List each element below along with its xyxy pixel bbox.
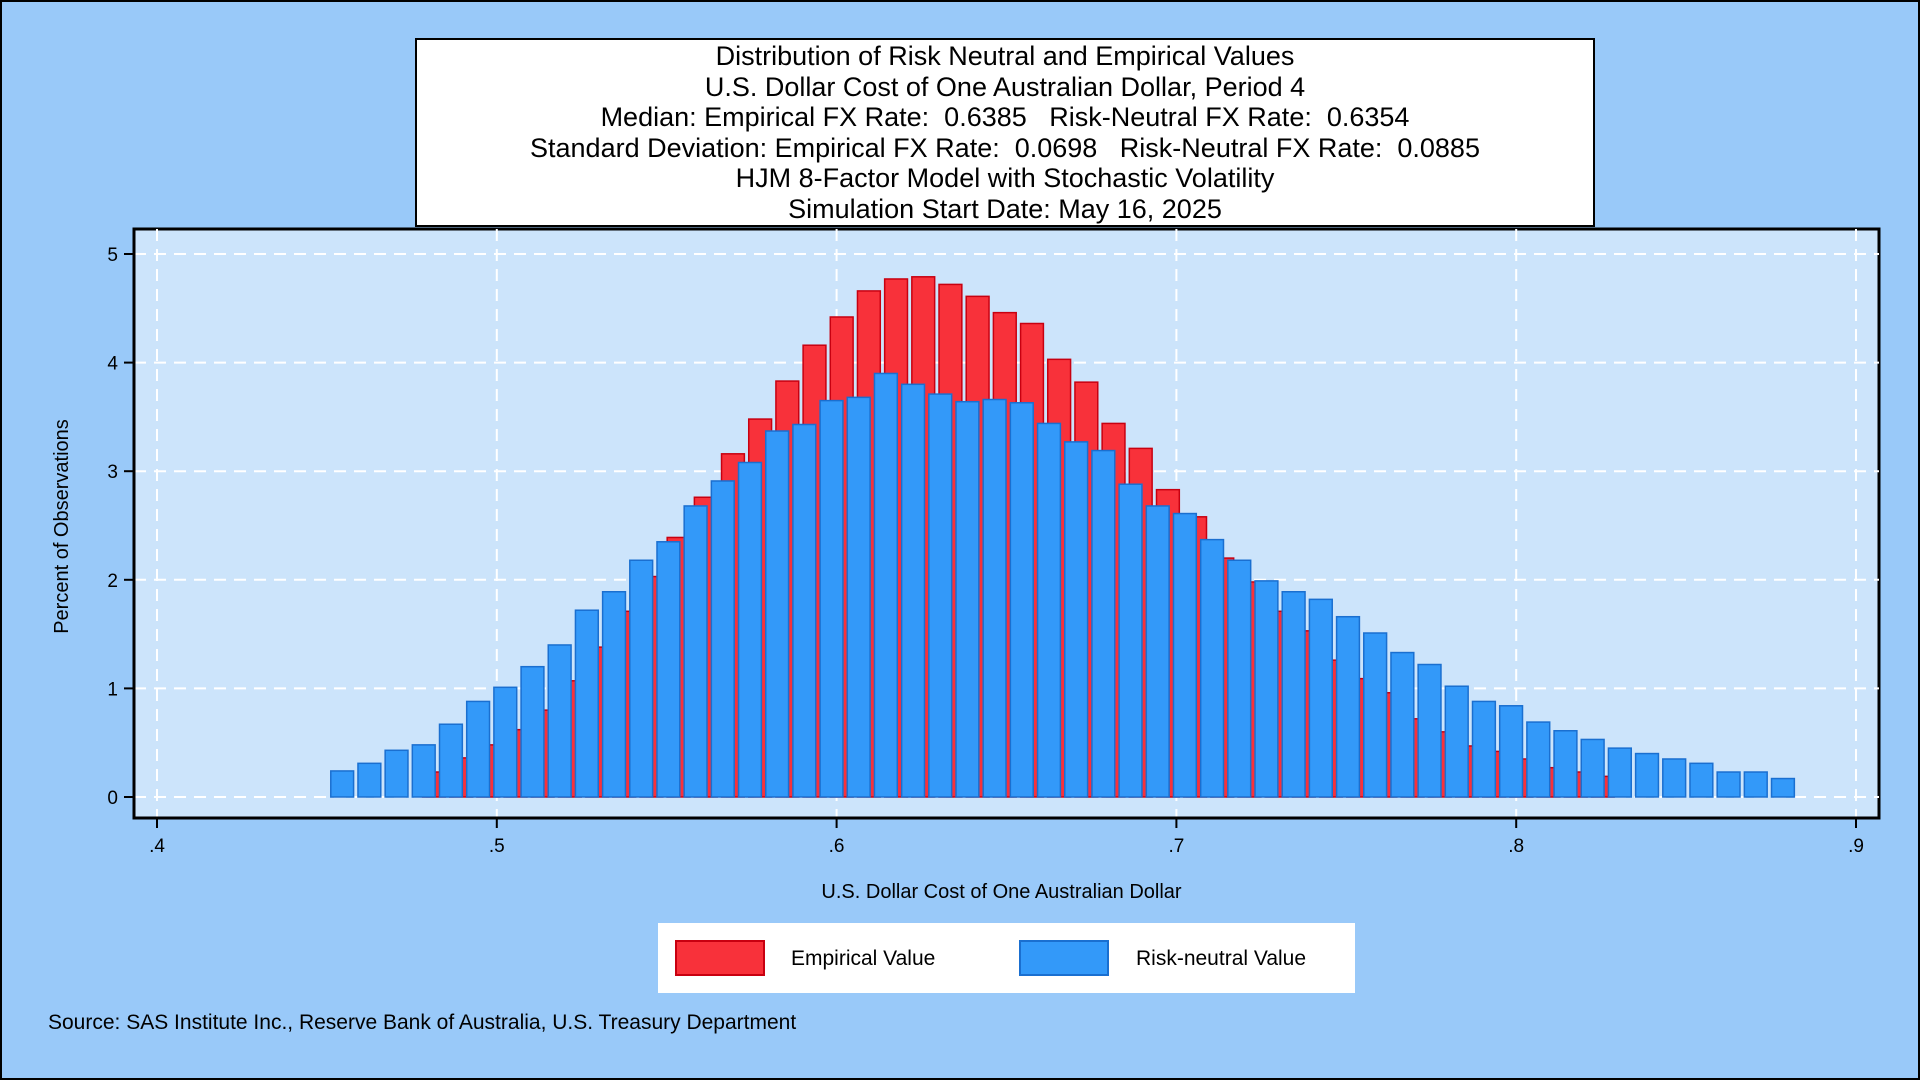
risk-neutral-bar: [764, 430, 790, 798]
risk-neutral-bar: [900, 383, 926, 798]
risk-neutral-bar: [1118, 483, 1143, 798]
risk-neutral-bar: [1172, 512, 1198, 798]
title-line-5: HJM 8-Factor Model with Stochastic Volat…: [735, 163, 1275, 193]
legend-swatch-empirical: [675, 940, 765, 976]
risk-neutral-bar: [737, 461, 763, 798]
risk-neutral-bar: [601, 591, 627, 798]
risk-neutral-bar: [1444, 685, 1469, 798]
title-line-4: Standard Deviation: Empirical FX Rate: 0…: [530, 132, 1480, 163]
risk-neutral-bar: [411, 744, 436, 798]
risk-neutral-bar: [629, 559, 654, 798]
risk-neutral-bar: [1254, 580, 1279, 798]
axis-ticks: 0 1 2 3 4 5 .4 .5 .6 .7 .8 .9: [107, 245, 1864, 857]
risk-neutral-bar: [1716, 771, 1741, 798]
risk-neutral-bar: [1662, 758, 1687, 798]
risk-neutral-bar: [1227, 559, 1252, 798]
x-tick-label: .9: [1848, 836, 1864, 857]
risk-neutral-bar: [1417, 663, 1442, 798]
risk-neutral-bar: [493, 686, 518, 798]
risk-neutral-bar: [1607, 747, 1633, 798]
risk-neutral-bar: [465, 700, 491, 798]
y-tick-label: 0: [107, 788, 118, 809]
risk-neutral-bar: [1634, 752, 1660, 798]
risk-neutral-bar: [846, 396, 871, 798]
title-line-6: Simulation Start Date: May 16, 2025: [788, 193, 1222, 224]
risk-neutral-bar: [1553, 730, 1578, 798]
risk-neutral-bar: [1199, 538, 1225, 798]
risk-neutral-bar: [1689, 762, 1714, 798]
risk-neutral-bar: [683, 505, 708, 798]
risk-neutral-bar: [1498, 705, 1524, 798]
risk-neutral-bar: [1335, 615, 1361, 798]
risk-neutral-bar: [656, 541, 681, 798]
risk-neutral-bar: [1308, 598, 1333, 798]
x-axis-title: U.S. Dollar Cost of One Australian Dolla…: [821, 881, 1181, 903]
title-line-2: U.S. Dollar Cost of One Australian Dolla…: [704, 71, 1306, 102]
y-tick-label: 4: [107, 354, 118, 375]
risk-neutral-bar: [710, 480, 735, 798]
risk-neutral-bar: [819, 399, 844, 798]
legend-label-empirical: Empirical Value: [791, 947, 936, 970]
risk-neutral-bar: [1091, 449, 1116, 798]
risk-neutral-bar: [384, 749, 409, 798]
y-tick-label: 1: [107, 679, 118, 700]
legend-swatch-risk-neutral: [1019, 940, 1109, 976]
risk-neutral-bar: [792, 423, 817, 798]
x-tick-label: .4: [149, 836, 165, 857]
risk-neutral-bar: [1036, 422, 1062, 798]
risk-neutral-bar: [438, 723, 464, 798]
title-line-3: Median: Empirical FX Rate: 0.6385 Risk-N…: [600, 102, 1410, 132]
risk-neutral-bar: [1390, 651, 1415, 798]
x-tick-label: .7: [1168, 836, 1184, 857]
risk-neutral-bar: [574, 609, 600, 798]
risk-neutral-bar: [547, 644, 572, 798]
risk-neutral-bar: [1526, 721, 1551, 798]
x-tick-label: .8: [1508, 836, 1524, 857]
risk-neutral-bar: [1363, 632, 1388, 798]
risk-neutral-bar: [1770, 777, 1796, 798]
risk-neutral-bar: [330, 770, 355, 798]
y-tick-label: 5: [107, 245, 118, 266]
risk-neutral-bar: [1281, 591, 1306, 798]
risk-neutral-bar: [955, 400, 980, 798]
legend-label-risk-neutral: Risk-neutral Value: [1136, 947, 1307, 970]
risk-neutral-bar: [982, 398, 1007, 798]
risk-neutral-bar: [873, 372, 899, 798]
risk-neutral-bar: [520, 665, 545, 798]
y-tick-label: 3: [107, 462, 118, 483]
title-line-1: Distribution of Risk Neutral and Empiric…: [715, 41, 1295, 71]
risk-neutral-bar: [1064, 441, 1089, 798]
risk-neutral-bar: [357, 762, 382, 798]
risk-neutral-bar: [928, 393, 953, 798]
risk-neutral-bar: [1145, 505, 1170, 798]
x-tick-label: .6: [829, 836, 845, 857]
risk-neutral-bar: [1580, 738, 1605, 798]
bars: [330, 276, 1796, 798]
risk-neutral-bar: [1471, 700, 1497, 798]
x-tick-label: .5: [489, 836, 505, 857]
risk-neutral-bar: [1009, 402, 1034, 798]
source-note: Source: SAS Institute Inc., Reserve Bank…: [48, 1011, 797, 1034]
legend: Empirical Value Risk-neutral Value: [658, 923, 1355, 993]
y-tick-label: 2: [107, 571, 118, 592]
y-axis-title: Percent of Observations: [51, 419, 73, 634]
risk-neutral-bar: [1743, 771, 1768, 798]
chart-title-box: Distribution of Risk Neutral and Empiric…: [415, 38, 1595, 227]
